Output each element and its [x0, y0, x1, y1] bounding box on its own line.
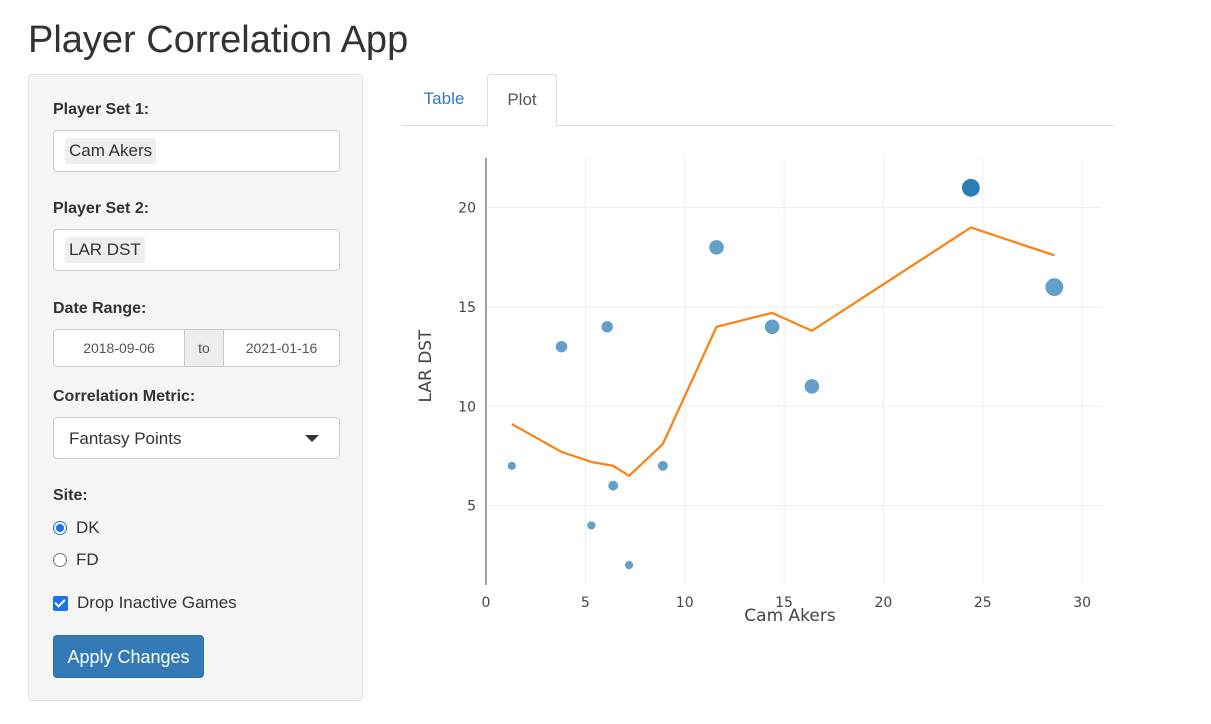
player-set-2-label: Player Set 2:: [53, 200, 150, 217]
x-tick-label: 15: [775, 595, 793, 611]
x-tick-label: 5: [581, 595, 590, 611]
x-tick-label: 0: [482, 595, 491, 611]
player-set-1-input[interactable]: Cam Akers: [53, 130, 340, 172]
data-point[interactable]: [624, 561, 634, 570]
correlation-metric-value: Fantasy Points: [69, 429, 182, 448]
date-range-input: 2018-09-06 to 2021-01-16: [53, 329, 340, 367]
trend-line: [511, 226, 1055, 478]
site-option-dk-label: DK: [76, 518, 100, 537]
site-option-fd-label: FD: [76, 550, 99, 569]
app-title: Player Correlation App: [28, 19, 409, 61]
drop-inactive-label: Drop Inactive Games: [77, 593, 237, 612]
correlation-metric-label: Correlation Metric:: [53, 388, 196, 405]
x-tick-label: 30: [1073, 595, 1091, 611]
y-tick-label: 10: [458, 399, 476, 415]
apply-changes-button[interactable]: Apply Changes: [53, 635, 204, 678]
x-tick-label: 25: [974, 595, 992, 611]
tab-table[interactable]: Table: [423, 89, 465, 108]
player-set-2-input[interactable]: LAR DST: [53, 229, 340, 271]
data-point[interactable]: [961, 178, 980, 197]
radio-dk[interactable]: [53, 521, 67, 535]
data-point[interactable]: [507, 461, 516, 470]
data-point[interactable]: [555, 340, 568, 353]
data-point[interactable]: [1045, 278, 1064, 296]
site-label: Site:: [53, 487, 88, 504]
drop-inactive-option[interactable]: Drop Inactive Games: [53, 593, 237, 613]
plot-axes: 0 5 10 15 20 25 30 5 10 15 20: [458, 158, 1091, 611]
date-end-input[interactable]: 2021-01-16: [223, 329, 340, 367]
tab-bar: Table Plot: [402, 74, 1114, 127]
x-tick-label: 20: [875, 595, 893, 611]
site-option-dk[interactable]: DK: [53, 518, 100, 538]
date-range-label: Date Range:: [53, 300, 147, 317]
y-tick-label: 20: [458, 201, 476, 217]
date-range-separator: to: [185, 329, 223, 367]
point-layer: [507, 178, 1064, 570]
y-axis-title: LAR DST: [416, 329, 436, 403]
y-tick-label: 15: [458, 300, 476, 316]
chevron-down-icon: [305, 435, 319, 442]
data-point[interactable]: [587, 521, 596, 530]
player-set-1-chip[interactable]: Cam Akers: [65, 138, 157, 164]
player-set-2-chip[interactable]: LAR DST: [65, 237, 145, 263]
data-point[interactable]: [608, 480, 619, 491]
date-start-input[interactable]: 2018-09-06: [53, 329, 185, 367]
site-option-fd[interactable]: FD: [53, 550, 99, 570]
data-point[interactable]: [804, 379, 820, 394]
scatter-plot[interactable]: 0 5 10 15 20 25 30 5 10 15 20 Cam Akers LAR DST: [402, 130, 1114, 640]
y-tick-label: 5: [467, 499, 476, 515]
correlation-metric-select[interactable]: Fantasy Points: [53, 417, 340, 459]
sidebar-panel: Player Set 1: Cam Akers Player Set 2: LA…: [28, 74, 363, 701]
x-axis-title: Cam Akers: [744, 606, 836, 626]
trend-line-layer: [511, 226, 1055, 478]
data-point[interactable]: [709, 240, 724, 255]
radio-fd[interactable]: [53, 553, 67, 567]
x-tick-label: 10: [676, 595, 694, 611]
data-point[interactable]: [657, 460, 668, 471]
data-point[interactable]: [764, 319, 780, 335]
plot-grid: [486, 158, 1102, 585]
player-set-1-label: Player Set 1:: [53, 101, 150, 118]
data-point[interactable]: [601, 321, 613, 333]
drop-inactive-checkbox[interactable]: [53, 595, 68, 611]
tab-plot[interactable]: Plot: [487, 74, 557, 127]
